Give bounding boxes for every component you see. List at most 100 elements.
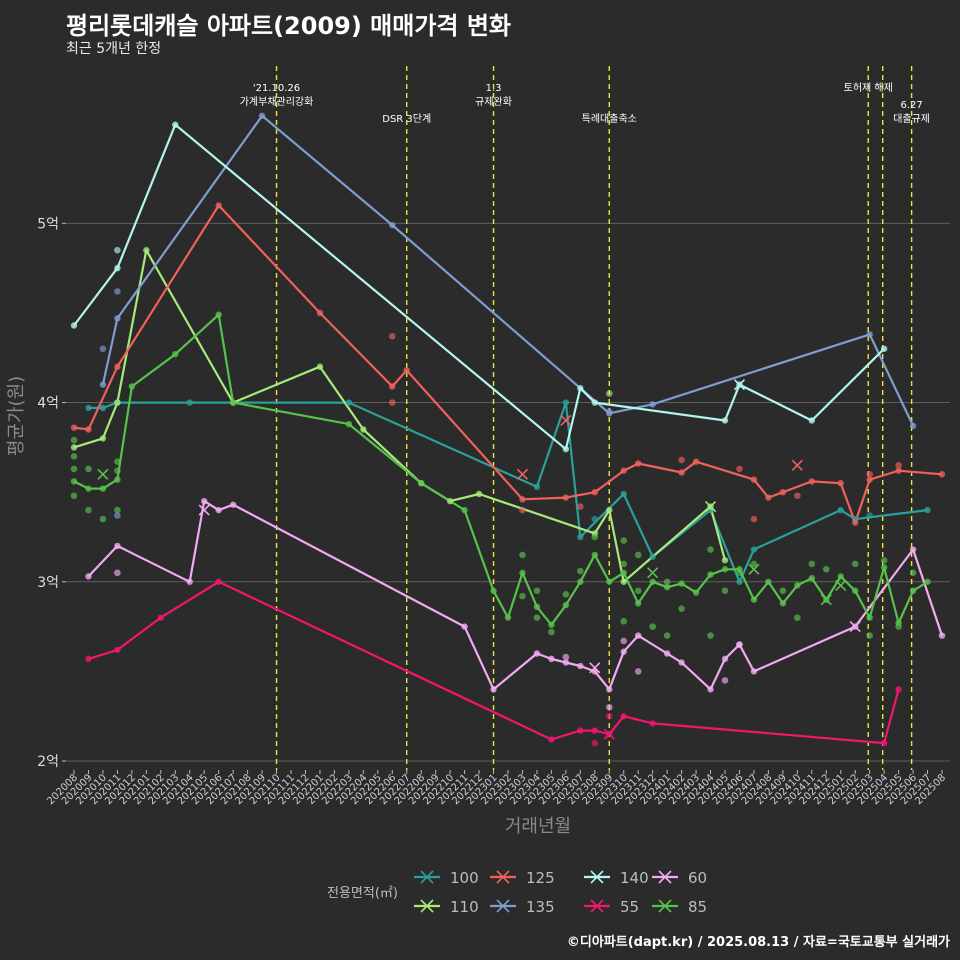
y-axis-title: 평균가(원) bbox=[6, 376, 27, 456]
series-point-110 bbox=[360, 426, 367, 433]
series-point-85 bbox=[504, 614, 512, 621]
series-point-125 bbox=[765, 494, 772, 501]
legend-label-85: 85 bbox=[688, 898, 707, 916]
scatter-point-85 bbox=[649, 623, 656, 630]
cross-marker-125 bbox=[560, 414, 572, 427]
series-point-85 bbox=[779, 600, 787, 607]
series-point-140 bbox=[721, 417, 729, 424]
y-tick-label: 2억 bbox=[37, 754, 59, 770]
series-point-100 bbox=[99, 404, 107, 412]
series-point-85 bbox=[85, 485, 92, 492]
series-point-85 bbox=[794, 582, 801, 589]
series-point-55 bbox=[577, 727, 584, 734]
series-point-100 bbox=[837, 506, 844, 514]
series-point-140 bbox=[70, 322, 78, 329]
cross-marker-110 bbox=[704, 500, 717, 513]
scatter-point-85 bbox=[519, 592, 526, 600]
scatter-point-125 bbox=[388, 399, 396, 406]
series-line-140 bbox=[73, 123, 885, 451]
series-line-110 bbox=[73, 249, 727, 583]
series-point-140 bbox=[577, 385, 584, 392]
scatter-point-85 bbox=[750, 560, 758, 568]
series-point-125 bbox=[635, 460, 642, 467]
series-point-100 bbox=[186, 399, 193, 406]
series-point-110 bbox=[446, 497, 454, 505]
scatter-point-85 bbox=[707, 546, 714, 553]
series-point-110 bbox=[620, 578, 627, 585]
series-point-85 bbox=[852, 587, 859, 594]
series-point-85 bbox=[692, 589, 700, 596]
scatter-point-85 bbox=[851, 560, 859, 568]
legend-marker-110 bbox=[420, 899, 434, 913]
legend-label-110: 110 bbox=[450, 898, 479, 916]
series-point-125 bbox=[895, 467, 902, 474]
scatter-point-85 bbox=[736, 569, 743, 577]
scatter-point-85 bbox=[663, 578, 671, 586]
series-point-60 bbox=[490, 686, 497, 693]
series-point-85 bbox=[99, 485, 107, 492]
cross-marker-85 bbox=[748, 563, 760, 575]
scatter-point-60 bbox=[634, 668, 642, 675]
legend-marker-100 bbox=[420, 870, 434, 884]
series-point-100 bbox=[562, 399, 570, 406]
series-point-100 bbox=[345, 399, 353, 406]
axes: 2억3억4억5억20200820200920201020201120201220… bbox=[6, 216, 948, 837]
scatter-point-85 bbox=[721, 587, 729, 595]
scatter-point-85 bbox=[591, 533, 599, 541]
series-point-55 bbox=[880, 739, 888, 747]
series-point-125 bbox=[620, 467, 627, 474]
scatter-point-85 bbox=[85, 465, 92, 473]
series-point-125 bbox=[779, 488, 787, 496]
scatter-point-85 bbox=[634, 587, 642, 595]
series-point-55 bbox=[157, 614, 164, 621]
cross-marker-85 bbox=[647, 567, 659, 579]
series-point-85 bbox=[606, 578, 613, 585]
scatter-point-60 bbox=[562, 653, 570, 661]
cross-marker-140 bbox=[733, 379, 746, 391]
series-point-85 bbox=[663, 583, 671, 591]
legend-label-125: 125 bbox=[526, 869, 555, 887]
series-point-60 bbox=[562, 659, 570, 666]
scatter-point-85 bbox=[99, 515, 107, 523]
x-axis-title: 거래년월 bbox=[505, 816, 571, 837]
series-point-55 bbox=[114, 646, 121, 654]
series-point-85 bbox=[562, 601, 570, 609]
legend-marker-140 bbox=[590, 870, 604, 884]
series-point-55 bbox=[85, 655, 92, 663]
legend-marker-60 bbox=[658, 870, 672, 884]
series-point-85 bbox=[866, 614, 873, 621]
series-point-55 bbox=[591, 727, 598, 734]
scatter-point-85 bbox=[620, 617, 628, 625]
series-point-125 bbox=[938, 471, 946, 478]
series-point-85 bbox=[128, 383, 136, 390]
series-point-60 bbox=[620, 648, 627, 655]
series-point-60 bbox=[533, 650, 541, 657]
scatter-point-125 bbox=[794, 492, 801, 500]
series-point-140 bbox=[172, 121, 179, 128]
scatter-point-110 bbox=[605, 390, 613, 397]
cross-marker-125 bbox=[791, 459, 803, 471]
legend-label-60: 60 bbox=[688, 869, 707, 887]
series-point-125 bbox=[866, 476, 873, 483]
scatter-point-85 bbox=[866, 632, 873, 639]
scatter-point-125 bbox=[895, 461, 902, 469]
series-line-100 bbox=[88, 401, 928, 583]
series-point-85 bbox=[678, 580, 685, 587]
series-point-125 bbox=[316, 309, 324, 317]
series-point-135 bbox=[649, 401, 656, 408]
series-point-125 bbox=[114, 363, 121, 370]
series-point-125 bbox=[70, 424, 78, 431]
series-point-85 bbox=[750, 596, 758, 603]
scatter-point-125 bbox=[388, 332, 396, 340]
series-point-85 bbox=[880, 564, 888, 571]
series-point-85 bbox=[215, 311, 222, 318]
series-point-140 bbox=[591, 399, 598, 406]
y-tick-label: 4억 bbox=[37, 396, 59, 412]
series-point-85 bbox=[461, 506, 468, 514]
series-point-125 bbox=[837, 480, 844, 487]
series-point-85 bbox=[707, 571, 714, 578]
scatter-point-135 bbox=[114, 512, 121, 519]
cross-marker-85 bbox=[97, 468, 109, 480]
y-tick-label: 5억 bbox=[37, 216, 59, 232]
